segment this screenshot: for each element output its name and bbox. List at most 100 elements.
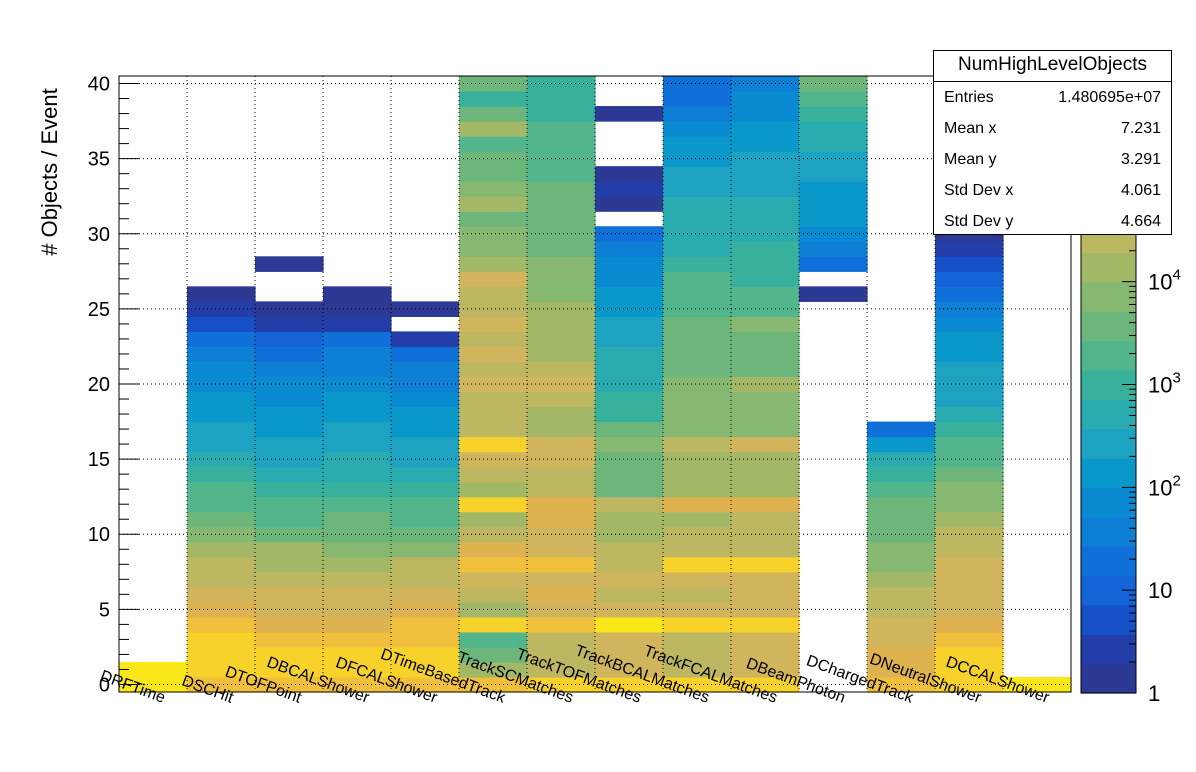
heatmap-cell bbox=[255, 376, 324, 393]
heatmap-cell bbox=[391, 481, 460, 498]
stats-row: Mean y 3.291 bbox=[934, 144, 1171, 175]
heatmap-cell bbox=[527, 361, 596, 378]
heatmap-cell bbox=[323, 586, 392, 603]
heatmap-cell bbox=[663, 121, 732, 137]
stats-label: Mean x bbox=[944, 120, 997, 137]
heatmap-cell bbox=[731, 541, 800, 558]
heatmap-cell bbox=[527, 331, 596, 348]
heatmap-cell bbox=[663, 646, 732, 663]
heatmap-cell bbox=[187, 646, 256, 663]
stats-title: NumHighLevelObjects bbox=[934, 51, 1171, 82]
heatmap-cell bbox=[867, 601, 936, 618]
heatmap-cell bbox=[663, 301, 732, 317]
heatmap-cell bbox=[867, 481, 936, 498]
heatmap-cell bbox=[187, 496, 256, 513]
heatmap-cell bbox=[323, 571, 392, 588]
heatmap-cell bbox=[323, 661, 392, 678]
heatmap-cell bbox=[663, 226, 732, 242]
heatmap-cell bbox=[459, 151, 528, 167]
colorbar-tick-label: 10 bbox=[1148, 578, 1172, 603]
grid-lines bbox=[119, 76, 1071, 692]
heatmap-cell bbox=[527, 301, 596, 317]
heatmap-cell bbox=[255, 301, 324, 317]
heatmap-cell bbox=[187, 286, 256, 302]
heatmap-cell bbox=[391, 406, 460, 423]
heatmap-cell bbox=[799, 151, 868, 167]
heatmap-cell bbox=[663, 346, 732, 363]
heatmap-cell bbox=[663, 376, 732, 393]
heatmap-cell bbox=[731, 121, 800, 137]
heatmap-cell bbox=[187, 421, 256, 438]
y-tick-label: 25 bbox=[88, 299, 110, 321]
colorbar-tick-label: 103 bbox=[1148, 370, 1181, 398]
colorbar-segment bbox=[1081, 281, 1136, 312]
heatmap-cell bbox=[459, 346, 528, 363]
heatmap-cell bbox=[527, 556, 596, 573]
heatmap-cell bbox=[663, 166, 732, 182]
heatmap-cell bbox=[595, 511, 664, 528]
heatmap-cell bbox=[731, 76, 800, 92]
heatmap-cell bbox=[255, 526, 324, 543]
heatmap-cell bbox=[663, 316, 732, 333]
heatmap-cell bbox=[459, 211, 528, 227]
heatmap-cell bbox=[527, 541, 596, 558]
heatmap-cell bbox=[731, 196, 800, 212]
heatmap-cell bbox=[595, 676, 664, 693]
heatmap-cell bbox=[323, 526, 392, 543]
heatmap-cell bbox=[527, 76, 596, 92]
heatmap-cells bbox=[119, 76, 1072, 693]
heatmap-cell bbox=[323, 436, 392, 453]
heatmap-cell bbox=[255, 511, 324, 528]
heatmap-cell bbox=[459, 586, 528, 603]
heatmap-cell bbox=[731, 511, 800, 528]
heatmap-cell bbox=[595, 181, 664, 197]
heatmap-cell bbox=[663, 106, 732, 122]
heatmap-cell bbox=[867, 496, 936, 513]
heatmap-cell bbox=[935, 481, 1004, 498]
heatmap-cell bbox=[595, 166, 664, 182]
heatmap-cell bbox=[187, 466, 256, 483]
heatmap-cell bbox=[527, 526, 596, 543]
heatmap-cell bbox=[391, 586, 460, 603]
colorbar-tick-label: 102 bbox=[1148, 472, 1181, 500]
y-tick-label: 5 bbox=[99, 599, 110, 621]
heatmap-cell bbox=[255, 556, 324, 573]
heatmap-cell bbox=[459, 181, 528, 197]
heatmap-cell bbox=[323, 346, 392, 363]
stats-value: 3.291 bbox=[1120, 151, 1161, 168]
heatmap-cell bbox=[459, 226, 528, 242]
colorbar-segment bbox=[1081, 663, 1136, 694]
heatmap-cell bbox=[527, 481, 596, 498]
y-axis-title: # Objects / Event bbox=[37, 88, 62, 256]
heatmap-cell bbox=[459, 661, 528, 678]
heatmap-cell bbox=[731, 256, 800, 272]
heatmap-cell bbox=[187, 601, 256, 618]
heatmap-cell bbox=[663, 466, 732, 483]
heatmap-cell bbox=[459, 196, 528, 212]
heatmap-cell bbox=[595, 571, 664, 588]
heatmap-cell bbox=[255, 676, 324, 693]
heatmap-cell bbox=[935, 541, 1004, 558]
heatmap-cell bbox=[731, 406, 800, 423]
heatmap-cell bbox=[323, 631, 392, 648]
heatmap-cell bbox=[595, 241, 664, 257]
heatmap-cell bbox=[731, 286, 800, 302]
heatmap-cell bbox=[255, 616, 324, 633]
heatmap-cell bbox=[663, 256, 732, 272]
heatmap-cell bbox=[255, 406, 324, 423]
heatmap-cell bbox=[527, 121, 596, 137]
heatmap-cell bbox=[459, 496, 528, 513]
heatmap-cell bbox=[255, 361, 324, 378]
heatmap-cell bbox=[459, 361, 528, 378]
heatmap-cell bbox=[595, 421, 664, 438]
heatmap-cell bbox=[187, 616, 256, 633]
heatmap-cell bbox=[799, 91, 868, 107]
heatmap-cell bbox=[731, 586, 800, 603]
heatmap-cell bbox=[935, 316, 1004, 333]
heatmap-cell bbox=[731, 271, 800, 287]
heatmap-cell bbox=[323, 511, 392, 528]
colorbar-tick-label: 1 bbox=[1148, 681, 1160, 706]
heatmap-cell bbox=[323, 301, 392, 317]
heatmap-cell bbox=[799, 166, 868, 182]
heatmap-cell bbox=[527, 166, 596, 182]
